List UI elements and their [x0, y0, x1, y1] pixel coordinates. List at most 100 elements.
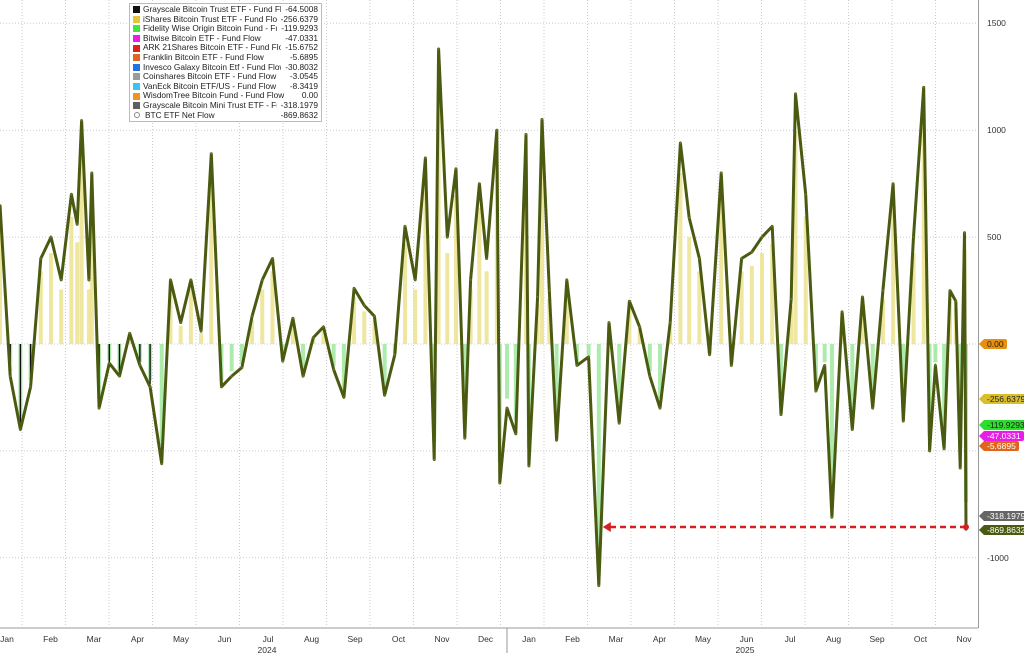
- net-flow-point: [659, 407, 662, 410]
- net-flow-point: [87, 278, 90, 281]
- legend-value: -47.0331: [285, 32, 318, 43]
- x-month-label: Feb: [565, 634, 580, 644]
- flow-bar: [38, 271, 43, 344]
- net-flow-point: [169, 278, 172, 281]
- net-flow-point: [76, 223, 79, 226]
- right-axis-line: [978, 0, 979, 628]
- flow-bar: [719, 198, 724, 344]
- flow-bar: [921, 125, 926, 344]
- flow-bar: [436, 93, 441, 344]
- legend-value: -318.1979: [280, 99, 318, 110]
- net-flow-point: [608, 321, 611, 324]
- net-flow-point: [871, 407, 874, 410]
- net-flow-point: [688, 216, 691, 219]
- flow-bar: [933, 344, 938, 363]
- net-flow-point: [138, 364, 141, 367]
- x-month-label: May: [694, 634, 712, 644]
- y-tick-label: 1000: [987, 125, 1006, 136]
- flow-bar: [749, 265, 754, 344]
- net-flow-point: [963, 231, 966, 234]
- net-flow-point: [779, 413, 782, 416]
- flow-bar: [596, 344, 601, 550]
- net-flow-point: [80, 119, 83, 122]
- flow-bar: [229, 344, 234, 372]
- net-flow-point: [638, 325, 641, 328]
- net-flow-point: [541, 118, 544, 121]
- x-month-label: Oct: [913, 634, 928, 644]
- flow-bar: [86, 289, 91, 344]
- flow-bar: [301, 344, 306, 372]
- net-flow-point: [669, 321, 672, 324]
- x-month-label: Jul: [262, 634, 274, 644]
- net-flow-point: [506, 407, 509, 410]
- flow-bar: [484, 271, 489, 344]
- net-flow-point: [730, 364, 733, 367]
- x-month-label: Mar: [86, 634, 102, 644]
- net-flow-point: [750, 251, 753, 254]
- flow-bar: [168, 289, 173, 344]
- legend-swatch: [133, 35, 140, 43]
- x-month-label: May: [172, 634, 190, 644]
- flow-bar: [697, 271, 702, 344]
- grayscale-bar: [149, 344, 151, 384]
- net-flow-point: [648, 375, 651, 378]
- flow-bar: [454, 194, 459, 344]
- net-flow-point: [527, 464, 530, 467]
- flow-bar: [513, 344, 518, 421]
- net-flow-point: [794, 92, 797, 95]
- legend-label: Coinshares Bitcoin ETF - Fund Flow: [143, 72, 277, 82]
- net-flow-point: [230, 375, 233, 378]
- x-year-label: 2025: [735, 645, 755, 653]
- legend-swatch: [133, 102, 140, 110]
- y-tick-label: -1000: [987, 552, 1009, 563]
- net-flow-point: [160, 462, 163, 465]
- net-flow-point: [851, 428, 854, 431]
- net-flow-point: [424, 156, 427, 159]
- net-flow-point: [881, 289, 884, 292]
- net-flow-point: [9, 375, 12, 378]
- flow-bar: [891, 207, 896, 344]
- flow-bar: [540, 153, 545, 344]
- flow-bar: [829, 344, 834, 492]
- legend: Grayscale Bitcoin Trust ETF - Fund Flow -…: [129, 3, 322, 123]
- legend-label: Grayscale Bitcoin Trust ETF - Fund Flow: [143, 5, 282, 14]
- flow-bar: [403, 244, 408, 344]
- flow-bar: [687, 236, 692, 344]
- legend-swatch: [133, 25, 140, 33]
- flow-bar: [250, 320, 255, 344]
- legend-item: ARK 21Shares Bitcoin ETF - Fund Flow -15.…: [133, 43, 318, 53]
- flow-bar: [362, 311, 367, 344]
- net-flow-point: [708, 353, 711, 356]
- flow-bar: [445, 253, 450, 344]
- legend-swatch: [133, 15, 140, 23]
- net-flow-point: [19, 428, 22, 431]
- net-flow-point: [892, 182, 895, 185]
- x-month-label: Feb: [43, 634, 58, 644]
- net-flow-point: [118, 375, 121, 378]
- flow-bar: [270, 271, 275, 344]
- flow-bar: [901, 344, 906, 410]
- flow-bar: [822, 344, 827, 363]
- legend-value: -256.6379: [280, 13, 318, 24]
- net-flow-point: [823, 364, 826, 367]
- last-value-tag: -119.9293: [979, 420, 1024, 430]
- legend-value: 0.00: [301, 90, 318, 101]
- flow-bar: [911, 253, 916, 344]
- flow-bar: [331, 344, 336, 366]
- net-flow-point: [455, 167, 458, 170]
- net-flow-point: [433, 458, 436, 461]
- legend-swatch: [133, 54, 140, 62]
- legend-item: Grayscale Bitcoin Trust ETF - Fund Flow -…: [133, 4, 318, 15]
- last-value-tag: -47.0331: [979, 431, 1024, 441]
- net-flow-point: [902, 419, 905, 422]
- flow-bar: [321, 329, 326, 344]
- net-flow-point: [128, 332, 131, 335]
- net-flow-point: [555, 439, 558, 442]
- x-month-label: Sep: [869, 634, 885, 644]
- flow-bar: [59, 289, 64, 344]
- x-month-label: Aug: [825, 634, 842, 644]
- legend-value: -15.6752: [285, 42, 318, 53]
- legend-label: ARK 21Shares Bitcoin ETF - Fund Flow: [143, 43, 282, 53]
- x-month-label: Jan: [522, 634, 536, 644]
- legend-item: VanEck Bitcoin ETF/US - Fund Flow -8.3419: [133, 81, 318, 92]
